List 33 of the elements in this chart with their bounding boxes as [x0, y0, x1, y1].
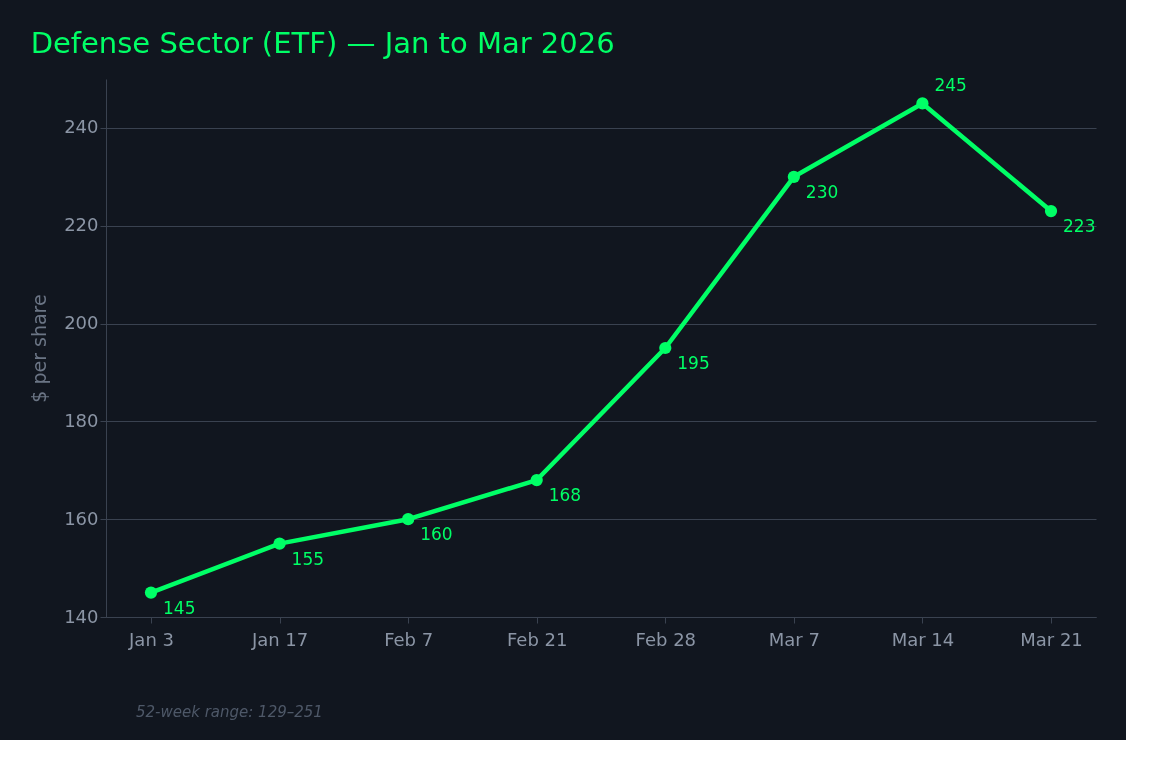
data-label: 195	[677, 353, 710, 373]
point	[144, 586, 158, 599]
y-tick-label: 140	[64, 605, 99, 627]
point	[659, 341, 672, 355]
data-label: 230	[805, 181, 839, 202]
point	[916, 97, 929, 110]
x-tick-label: Mar 21	[1020, 628, 1083, 650]
y-tick-label: 200	[64, 312, 99, 334]
point	[787, 170, 800, 183]
y-tick-label: 220	[64, 214, 99, 236]
x-tick-label: Jan 3	[128, 628, 174, 650]
point	[530, 473, 543, 487]
x-tick-label: Feb 7	[384, 628, 434, 650]
x-tick-label: Jan 17	[250, 628, 309, 650]
data-label: 160	[420, 524, 453, 545]
data-label: 155	[291, 548, 325, 569]
y-axis-title: $ per share	[28, 294, 51, 403]
x-tick-label: Feb 21	[506, 628, 568, 650]
text: 52-week range: 129–251	[136, 703, 323, 721]
data-label: 223	[1063, 216, 1096, 237]
point	[273, 537, 286, 550]
y-tick-label: 180	[64, 409, 99, 431]
point	[1044, 204, 1058, 218]
data-label: 245	[934, 75, 967, 96]
y-tick-label: 160	[64, 507, 99, 529]
chart-title: Defense Sector (ETF) — Jan to Mar 2026	[30, 26, 615, 61]
point	[402, 513, 415, 526]
data-label: 168	[548, 485, 582, 506]
data-label: 145	[163, 597, 196, 618]
y-tick-label: 240	[64, 116, 99, 138]
x-tick-label: Mar 7	[768, 628, 820, 650]
x-tick-label: Mar 14	[891, 628, 955, 650]
x-tick-label: Feb 28	[635, 628, 697, 650]
